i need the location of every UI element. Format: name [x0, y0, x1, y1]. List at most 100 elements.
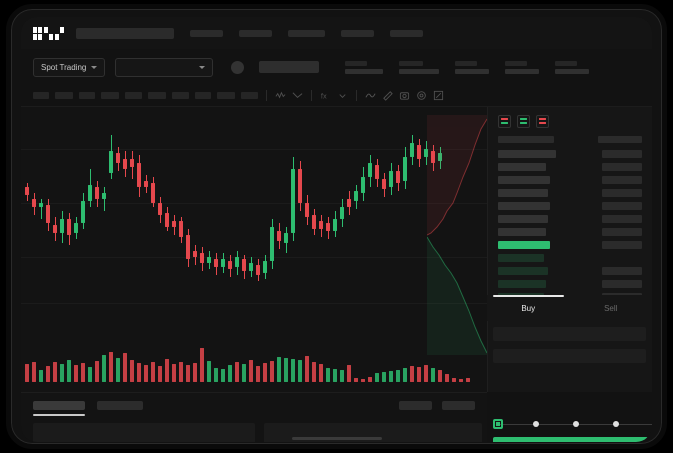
trading-mode-select[interactable]: Spot Trading: [33, 57, 106, 77]
nav-item-5[interactable]: [390, 29, 423, 37]
order-size-bar: [602, 279, 642, 288]
candle: [25, 107, 29, 302]
order-book-ask-row[interactable]: [488, 147, 652, 160]
chevron-down-icon: [91, 65, 98, 69]
candle: [95, 107, 99, 302]
candle: [333, 107, 337, 302]
pair-select[interactable]: [115, 57, 214, 77]
volume-bar: [326, 368, 330, 382]
volume-bar: [39, 370, 43, 382]
candle-body: [193, 251, 197, 257]
order-book-ask-row[interactable]: [488, 225, 652, 238]
orders-action-button[interactable]: [399, 401, 432, 410]
volume-bar: [298, 360, 302, 382]
nav-item-3[interactable]: [288, 29, 325, 37]
volume-bar: [200, 348, 204, 382]
order-book-spread-row[interactable]: [488, 238, 652, 251]
tab-buy[interactable]: Buy: [487, 295, 570, 321]
candle-body: [438, 153, 442, 161]
candle-body: [46, 205, 50, 223]
candle-body: [263, 261, 267, 273]
stepper-dot-1[interactable]: [493, 419, 503, 429]
chart-tool-6[interactable]: [148, 92, 166, 99]
orders-tab-1[interactable]: [33, 401, 85, 416]
stepper-dot-2[interactable]: [533, 421, 539, 427]
candle: [284, 107, 288, 302]
order-size-bar: [602, 188, 642, 197]
chart-tool-9[interactable]: [217, 92, 235, 99]
camera-icon[interactable]: [399, 90, 410, 101]
nav-item-4[interactable]: [341, 29, 374, 37]
tab-sell[interactable]: Sell: [570, 295, 653, 321]
trading-mode-label: Spot Trading: [41, 62, 87, 72]
candle: [207, 107, 211, 302]
toolbar-divider: [356, 90, 357, 101]
candle: [60, 107, 64, 302]
pair-name: [259, 61, 320, 73]
volume-bar: [340, 370, 344, 382]
chart-tool-4[interactable]: [101, 92, 119, 99]
stepper-dot-4[interactable]: [613, 421, 619, 427]
volume-bar: [368, 377, 372, 382]
candle: [137, 107, 141, 302]
stat-value: [399, 68, 440, 74]
order-book-ask-row[interactable]: [488, 160, 652, 173]
primary-cta-button[interactable]: [493, 437, 648, 442]
orders-tab-2[interactable]: [97, 401, 143, 410]
order-book-bid-row[interactable]: [488, 251, 652, 264]
orderbook-asks-icon[interactable]: [536, 115, 549, 128]
ruler-icon[interactable]: [382, 90, 393, 101]
chart-tool-2[interactable]: [55, 92, 73, 99]
order-book-ask-row[interactable]: [488, 186, 652, 199]
fullscreen-icon[interactable]: [433, 90, 444, 101]
order-book-ask-row[interactable]: [488, 212, 652, 225]
order-book-ask-row[interactable]: [488, 173, 652, 186]
settings-icon[interactable]: [416, 90, 427, 101]
chart-tool-10[interactable]: [241, 92, 258, 99]
candle-body: [340, 207, 344, 219]
nav-item-1[interactable]: [190, 29, 223, 37]
order-total-field[interactable]: [493, 349, 646, 363]
nav-item-2[interactable]: [239, 29, 272, 37]
market-stat-3: [455, 60, 490, 74]
candle-body: [116, 153, 120, 163]
line-chart-icon[interactable]: [365, 90, 376, 101]
market-stat-1: [345, 60, 384, 74]
volume-bar: [382, 372, 386, 382]
candle: [319, 107, 323, 302]
volume-bar: [102, 355, 106, 382]
order-amount-field[interactable]: [493, 327, 646, 341]
order-price-bar: [498, 175, 550, 184]
search-input[interactable]: [76, 27, 174, 39]
orderbook-both-icon[interactable]: [498, 115, 511, 128]
stepper-dot-3[interactable]: [573, 421, 579, 427]
wave-line-icon[interactable]: [275, 90, 286, 101]
volume-bar: [46, 366, 50, 382]
volume-bar: [81, 363, 85, 382]
chart-gridline: [21, 203, 487, 204]
okx-logo[interactable]: [33, 26, 64, 40]
candle-body: [32, 199, 36, 207]
volume-bar: [67, 360, 71, 382]
chevron-down-icon[interactable]: [337, 90, 348, 101]
chart-tool-8[interactable]: [195, 92, 211, 99]
order-book-bid-row[interactable]: [488, 277, 652, 290]
candle-body: [172, 221, 176, 227]
text-icon[interactable]: fx: [320, 90, 331, 101]
tab-buy-label: Buy: [521, 303, 536, 313]
trend-down-icon[interactable]: [292, 90, 303, 101]
chart-tool-1[interactable]: [33, 92, 49, 99]
chart-tool-7[interactable]: [172, 92, 189, 99]
chart-tool-3[interactable]: [79, 92, 95, 99]
orders-action-button[interactable]: [442, 401, 475, 410]
candle-body: [207, 257, 211, 263]
candle-body: [179, 221, 183, 237]
price-chart[interactable]: [21, 107, 487, 392]
order-book-bid-row[interactable]: [488, 264, 652, 277]
order-book-ask-row[interactable]: [488, 199, 652, 212]
order-price-bar: [498, 227, 546, 236]
candle: [221, 107, 225, 302]
chart-tool-5[interactable]: [125, 92, 142, 99]
volume-bar: [354, 378, 358, 382]
orderbook-bids-icon[interactable]: [517, 115, 530, 128]
